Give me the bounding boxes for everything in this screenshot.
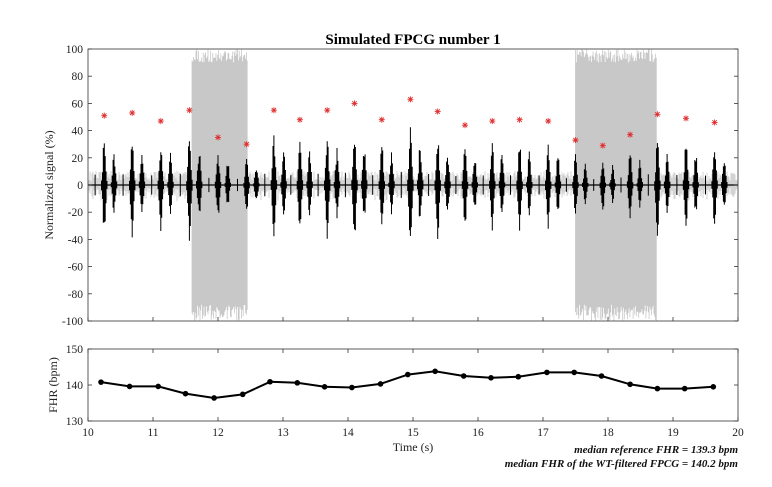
top-y-tick-label: 80 — [72, 71, 84, 83]
peak-markers — [101, 96, 718, 149]
top-y-tick-label: -40 — [68, 234, 84, 246]
bottom-x-tick-label: 19 — [667, 427, 679, 439]
fhr-point — [321, 384, 328, 390]
peak-marker — [351, 100, 358, 107]
fhr-point — [432, 368, 438, 375]
fhr-point — [211, 395, 217, 401]
bottom-x-tick-label: 13 — [277, 427, 289, 439]
bottom-x-tick-label: 11 — [147, 427, 158, 439]
fhr-point — [155, 383, 161, 390]
fhr-point — [294, 380, 301, 386]
fhr-point — [377, 381, 384, 387]
peak-marker — [654, 111, 661, 118]
fhr-point — [515, 373, 522, 380]
peak-marker — [186, 107, 193, 114]
peak-marker — [243, 141, 250, 148]
bottom-x-tick-label: 15 — [407, 427, 419, 439]
peak-marker — [129, 109, 136, 116]
top-y-tick-label: 20 — [72, 153, 84, 165]
fhr-point — [98, 379, 104, 385]
top-y-tick-label: 60 — [72, 98, 84, 110]
peak-marker — [157, 118, 164, 125]
peak-marker — [407, 96, 414, 103]
top-y-tick-label: -20 — [68, 207, 84, 219]
peak-marker — [434, 108, 441, 115]
bottom-x-tick-label: 12 — [212, 427, 224, 439]
bottom-y-tick-label: 130 — [66, 416, 84, 428]
fhr-point — [710, 384, 717, 390]
peak-marker — [215, 134, 221, 141]
fhr-point — [405, 371, 411, 378]
bottom-y-tick-label: 140 — [66, 380, 84, 392]
fhr-point — [349, 384, 355, 391]
top-y-tick-label: -100 — [62, 316, 83, 328]
fhr-point — [182, 390, 189, 397]
top-y-axis-label: Normalized signal (%) — [42, 130, 56, 239]
bottom-x-tick-label: 17 — [537, 427, 549, 439]
fhr-point — [267, 378, 273, 385]
fhr-point — [460, 373, 467, 379]
peak-marker — [627, 131, 634, 138]
top-y-tick-label: 40 — [72, 126, 84, 138]
peak-marker — [711, 119, 718, 126]
bottom-x-tick-label: 10 — [82, 427, 94, 439]
fhr-point — [239, 391, 246, 398]
bottom-x-tick-label: 16 — [472, 427, 484, 439]
bottom-x-tick-label: 20 — [732, 427, 744, 439]
peak-marker — [296, 116, 303, 123]
fhr-point — [571, 369, 577, 376]
top-y-tick-label: 0 — [77, 180, 83, 192]
peak-marker — [545, 118, 552, 125]
median-reference-annotation: median reference FHR = 139.3 bpm — [574, 444, 738, 456]
top-y-tick-label: -60 — [68, 262, 84, 274]
peak-marker — [324, 107, 331, 114]
bottom-x-tick-label: 14 — [342, 427, 354, 439]
peak-marker — [572, 137, 579, 144]
top-y-tick-label: 100 — [66, 44, 84, 56]
bottom-y-axis-label: FHR (bpm) — [46, 357, 60, 413]
fhr-points — [98, 368, 717, 401]
peak-marker — [462, 122, 468, 129]
fhr-point — [654, 385, 661, 392]
fhr-point — [488, 375, 494, 381]
top-y-axis: 100 80 60 40 20 0 -20 -40 -60 -80 -100 — [62, 44, 739, 328]
bottom-y-tick-label: 150 — [66, 344, 84, 356]
bottom-x-tick-label: 18 — [602, 427, 614, 439]
bottom-x-axis: 10 11 12 13 14 15 16 17 18 19 20 — [82, 349, 744, 439]
chart-title: Simulated FPCG number 1 — [325, 32, 500, 48]
peak-marker — [599, 142, 606, 149]
fhr-point — [598, 373, 605, 379]
bottom-y-axis: 150 140 130 — [66, 344, 738, 428]
fhr-point — [627, 381, 633, 388]
fhr-point — [126, 383, 133, 390]
peak-marker — [270, 107, 277, 114]
bottom-x-axis-label: Time (s) — [393, 440, 434, 454]
peak-marker — [378, 116, 385, 123]
fhr-point — [544, 369, 550, 376]
peak-marker — [101, 112, 108, 119]
top-y-tick-label: -80 — [68, 289, 84, 301]
peak-marker — [516, 116, 523, 123]
median-filtered-annotation: median FHR of the WT-filtered FPCG = 140… — [505, 458, 739, 470]
peak-marker — [489, 118, 496, 125]
fhr-point — [681, 385, 688, 392]
peak-marker — [683, 115, 689, 122]
